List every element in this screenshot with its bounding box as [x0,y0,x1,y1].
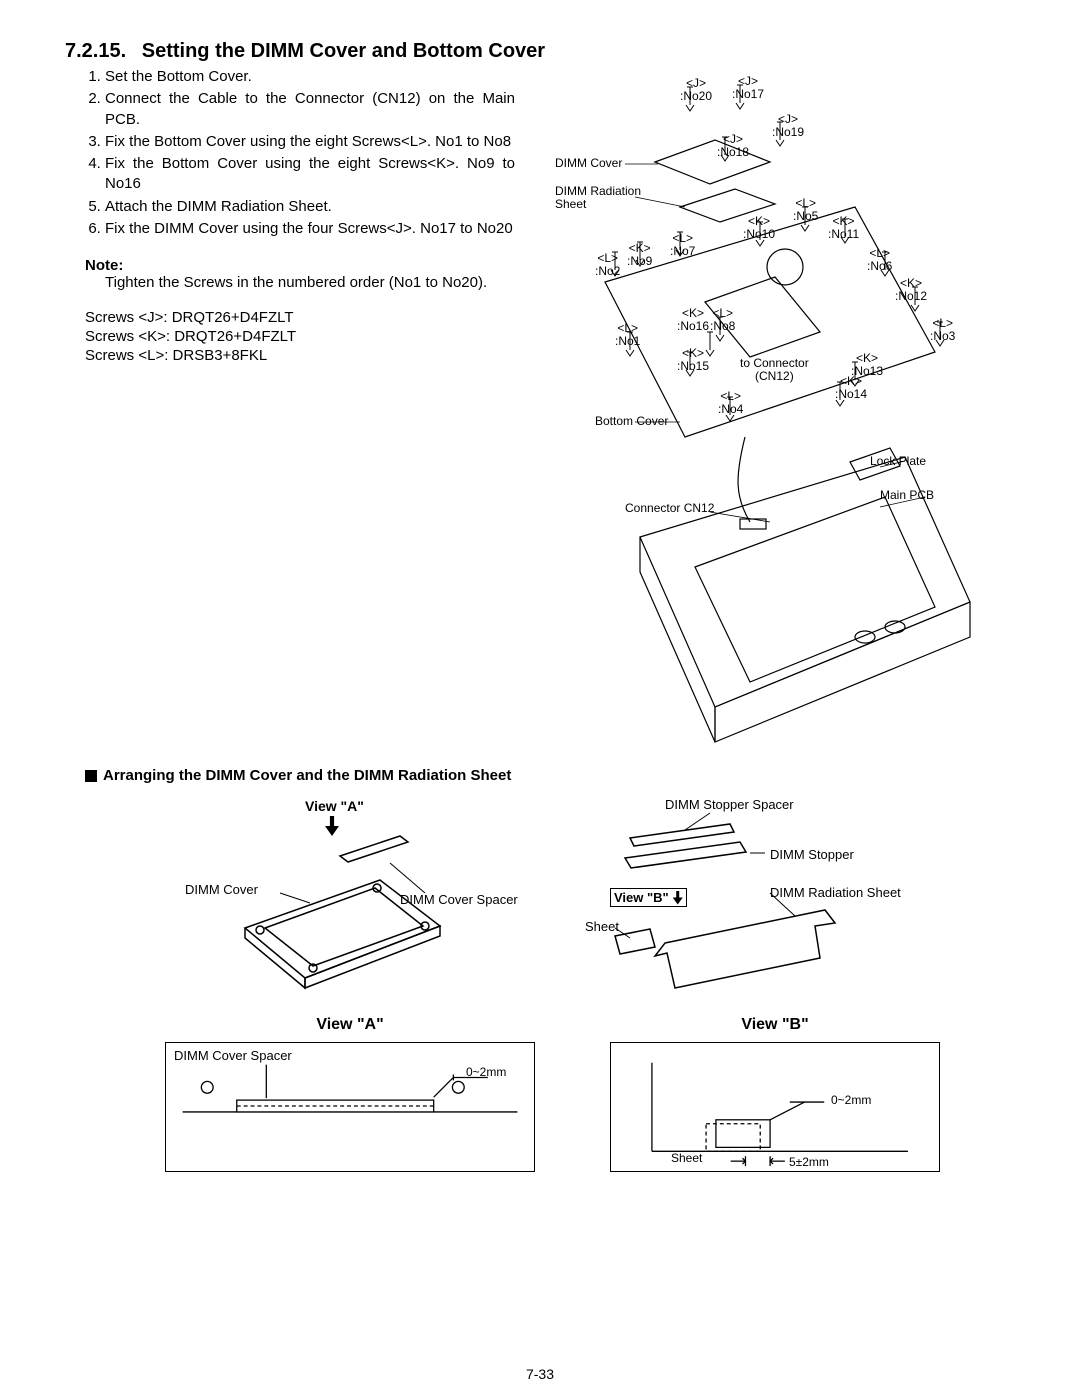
label-connector-cn12: Connector CN12 [625,502,714,515]
viewA-detail-spacer: DIMM Cover Spacer [174,1048,292,1063]
viewB-top-label: View "B" [614,890,669,905]
viewB-tolerance1: 0~2mm [831,1093,871,1107]
viewB-title: View "B" [575,1016,975,1034]
label-l-no1: <L> :No1 [615,322,640,348]
label-k-no16: <K> :No16 [677,307,709,333]
screw-k: Screws <K>: DRQT26+D4FZLT [85,328,515,345]
step-3: Fix the Bottom Cover using the eight Scr… [105,132,515,152]
viewB-top-label-box: View "B" [610,888,687,907]
section-heading: Setting the DIMM Cover and Bottom Cover [142,40,545,62]
label-l-no2: <L> :No2 [595,252,620,278]
viewB-detail-box: 0~2mm Sheet 5±2mm [610,1042,940,1172]
label-k-no10: <K> :No10 [743,215,775,241]
label-k-no14: <K> :No14 [835,375,867,401]
label-k-no9: <K> :No9 [627,242,652,268]
label-l-no3: <L> :No3 [930,317,955,343]
step-6: Fix the DIMM Cover using the four Screws… [105,219,515,239]
viewB-rad-sheet: DIMM Radiation Sheet [770,886,901,900]
viewA-detail-box: DIMM Cover Spacer 0~2mm [165,1042,535,1172]
section-number: 7.2.15. [65,40,126,62]
label-main-pcb: Main PCB [880,489,934,502]
label-l-no4: <L> :No4 [718,390,743,416]
viewB-stopper: DIMM Stopper [770,848,854,862]
screw-l: Screws <L>: DRSB3+8FKL [85,347,515,364]
label-k-no11: <K> :No11 [828,215,859,241]
label-to-connector: to Connector (CN12) [740,357,809,383]
label-lock-plate: Lock Plate [870,455,926,468]
label-dimm-rad: DIMM Radiation Sheet [555,185,641,211]
step-4: Fix the Bottom Cover using the eight Scr… [105,154,515,195]
label-k-no15: <K> :No15 [677,347,709,373]
screw-j: Screws <J>: DRQT26+D4FZLT [85,309,515,326]
label-j-no18: <J> :No18 [717,133,749,159]
label-l-no7: <L> :No7 [670,232,695,258]
square-bullet-icon [85,770,97,782]
viewA-spacer: DIMM Cover Spacer [400,893,518,907]
step-1: Set the Bottom Cover. [105,67,515,87]
arrow-down-icon-2 [673,891,683,905]
viewB-sheet-label: Sheet [671,1151,702,1165]
step-2: Connect the Cable to the Connector (CN12… [105,89,515,130]
label-l-no6: <L> :No6 [867,247,892,273]
exploded-diagram: <J> :No20 <J> :No17 <J> :No19 <J> :No18 … [535,67,1015,767]
viewA-dimm-cover: DIMM Cover [185,883,258,897]
label-k-no12: <K> :No12 [895,277,927,303]
step-list: Set the Bottom Cover. Connect the Cable … [65,67,515,239]
label-l-no8: <L> :No8 [710,307,735,333]
label-l-no5: <L> :No5 [793,197,818,223]
subheading-text: Arranging the DIMM Cover and the DIMM Ra… [103,767,511,784]
viewA-tolerance: 0~2mm [466,1065,506,1079]
note-text: Tighten the Screws in the numbered order… [105,274,515,291]
label-j-no17: <J> :No17 [732,75,764,101]
page-number: 7-33 [526,1366,554,1382]
label-j-no20: <J> :No20 [680,77,712,103]
viewB-tolerance2: 5±2mm [789,1155,829,1169]
viewA-title: View "A" [165,1016,535,1034]
note-label: Note: [85,257,515,274]
step-5: Attach the DIMM Radiation Sheet. [105,197,515,217]
label-j-no19: <J> :No19 [772,113,804,139]
label-bottom-cover: Bottom Cover [595,415,668,428]
section-title: 7.2.15. Setting the DIMM Cover and Botto… [65,40,1015,63]
label-dimm-cover: DIMM Cover [555,157,622,170]
viewB-sheet: Sheet [585,920,619,934]
